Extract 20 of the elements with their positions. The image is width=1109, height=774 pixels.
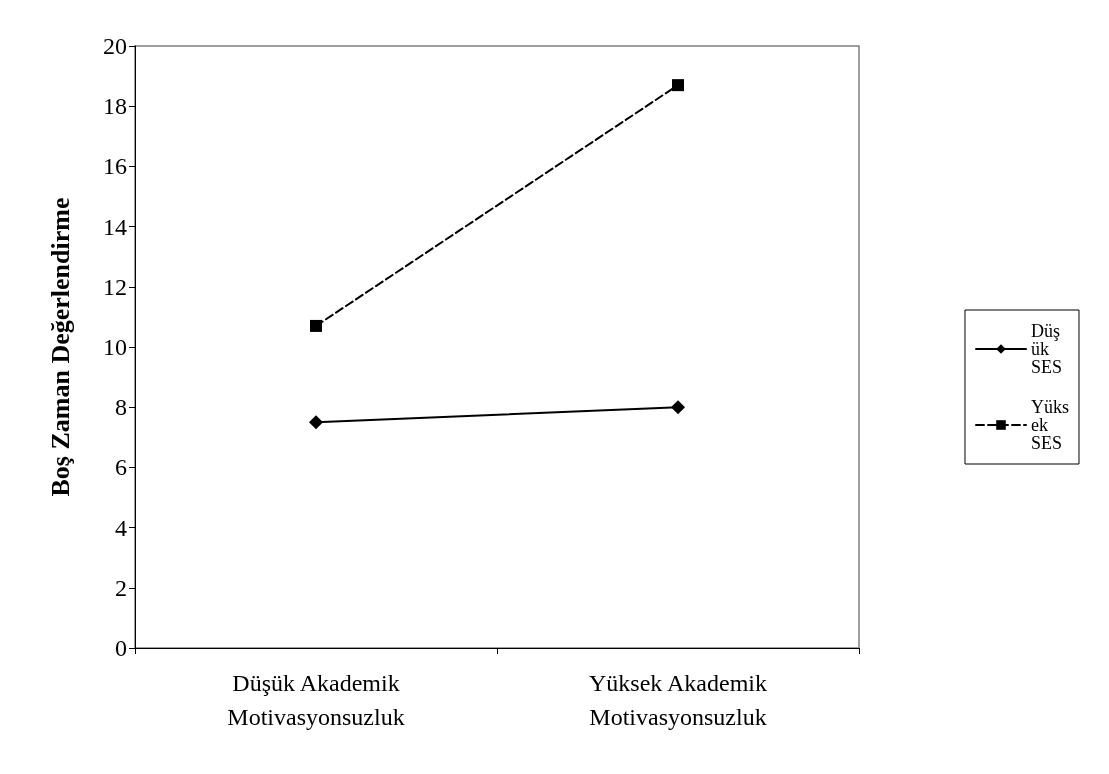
y-tick-label: 18 <box>103 93 127 120</box>
y-axis-title: Boş Zaman Değerlendirme <box>45 197 75 497</box>
y-tick-label: 6 <box>115 454 127 481</box>
y-tick-label: 2 <box>115 574 127 601</box>
point <box>672 79 684 92</box>
point <box>310 319 322 332</box>
y-tick-label: 4 <box>115 514 127 541</box>
y-tick-label: 20 <box>103 33 127 59</box>
y-tick-label: 12 <box>103 273 127 300</box>
y-tick-label: 16 <box>103 153 127 180</box>
x-tick-label: Düşük Akademik Motivasyonsuzluk <box>227 670 405 730</box>
y-tick-label: 14 <box>103 213 127 240</box>
legend-label: Düşük SES <box>1031 321 1063 377</box>
point <box>671 400 685 415</box>
y-tick-label: 10 <box>103 334 127 360</box>
y-tick-label: 0 <box>115 635 127 661</box>
point <box>309 415 323 430</box>
y-tick-label: 8 <box>115 394 127 421</box>
x-tick-label: Yüksek Akademik Motivasyonsuzluk <box>589 670 767 730</box>
legend-label: Yüksek SES <box>1031 397 1070 453</box>
